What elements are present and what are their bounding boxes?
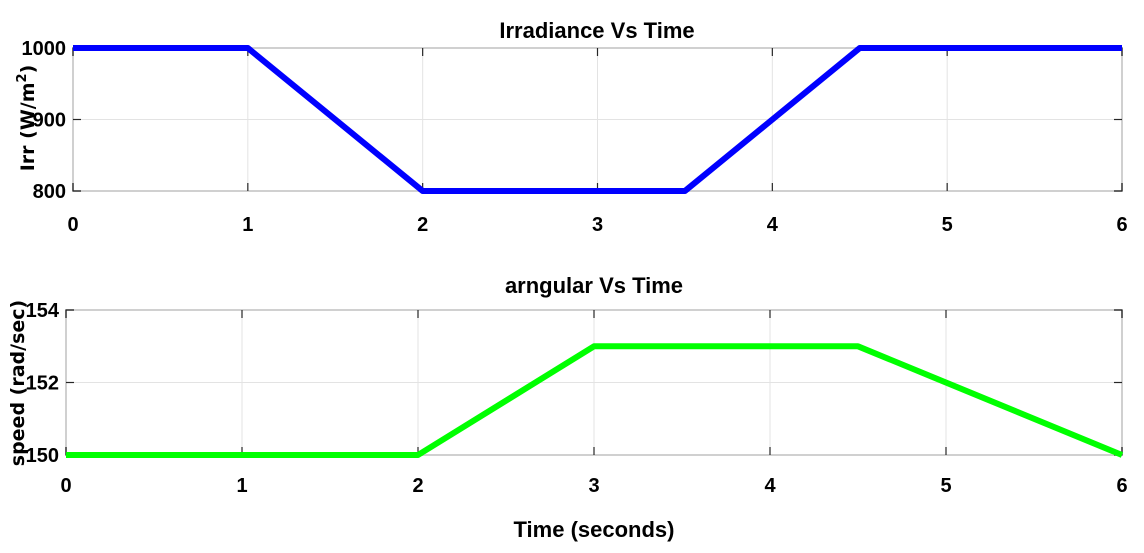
x-tick-label: 0	[67, 214, 78, 236]
x-tick-label: 3	[588, 475, 599, 497]
x-tick-label: 6	[1116, 475, 1127, 497]
x-tick-label: 1	[242, 214, 253, 236]
y-axis-label: Irr (W/m2)	[15, 65, 39, 172]
x-axis-label: Time (seconds)	[514, 517, 675, 542]
y-tick-label: 1000	[22, 38, 67, 60]
x-tick-label: 2	[412, 475, 423, 497]
x-tick-label: 2	[417, 214, 428, 236]
y-tick-label: 154	[26, 300, 60, 322]
chart-title: Irradiance Vs Time	[499, 18, 694, 43]
x-tick-label: 4	[767, 214, 779, 236]
x-tick-label: 5	[940, 475, 951, 497]
x-tick-label: 3	[592, 214, 603, 236]
series-line	[66, 343, 1124, 458]
y-tick-label: 900	[33, 110, 66, 132]
irradiance-chart: Irradiance Vs Time Irr (W/m2) 0 1 2 3 4 5 6800…	[15, 18, 1128, 236]
y-axis-label-close: )	[17, 65, 39, 74]
y-axis-label-superscript: 2	[15, 73, 30, 82]
y-axis-label: speed (rad/sec)	[7, 300, 29, 466]
x-tick-label: 1	[236, 475, 247, 497]
y-tick-label: 152	[26, 373, 59, 395]
y-tick-label: 800	[33, 181, 66, 203]
series-line	[73, 45, 1122, 194]
y-axis-label-text: Irr (W/m	[17, 82, 39, 171]
chart-title: arngular Vs Time	[505, 273, 683, 298]
angular-speed-chart: arngular Vs Time speed (rad/sec) Time (s…	[7, 273, 1128, 542]
x-tick-label: 5	[942, 214, 953, 236]
x-tick-label: 6	[1116, 214, 1127, 236]
x-tick-label: 4	[764, 475, 776, 497]
y-tick-label: 150	[26, 445, 59, 467]
x-tick-label: 0	[60, 475, 71, 497]
